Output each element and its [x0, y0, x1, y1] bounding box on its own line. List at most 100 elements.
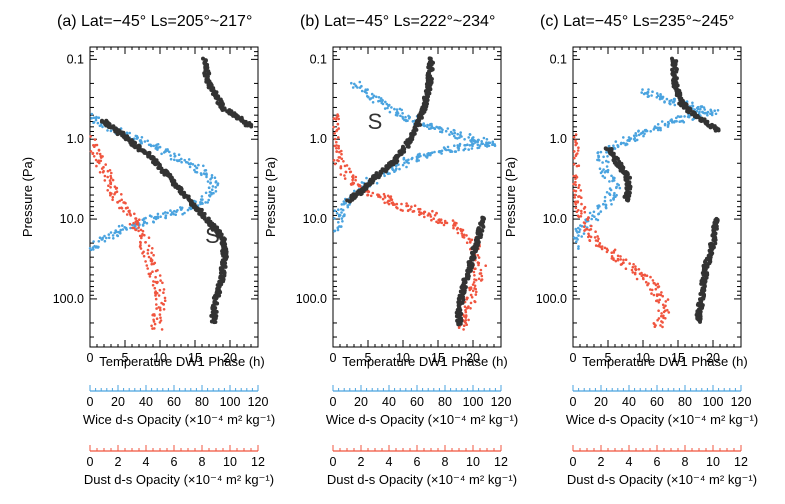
dust-point — [612, 258, 615, 262]
dust-point — [333, 144, 337, 148]
dust-point — [91, 151, 95, 155]
wice-point — [452, 134, 456, 138]
temperature-point — [704, 121, 709, 126]
wice-point — [456, 132, 460, 136]
wice-point — [341, 208, 345, 212]
wice-point — [603, 195, 607, 199]
wice-point — [472, 136, 475, 139]
wice-point — [686, 115, 690, 119]
y-tick-label: 1.0 — [310, 132, 327, 146]
wice-point — [666, 120, 670, 124]
x-tick-label: 10 — [636, 351, 650, 365]
dust-point — [477, 277, 481, 281]
annotation-label: S — [205, 223, 220, 248]
wice-axis-label: Wice d-s Opacity (×10⁻⁴ m² kg⁻¹) — [566, 412, 758, 427]
dust-opacity-axis: 0 2 4 6 8 10 12 Dust d-s Opacity (×10⁻⁴ m² kg⁻¹… — [84, 445, 274, 487]
wice-point — [599, 171, 603, 175]
temperature-point — [696, 115, 701, 120]
wice-point — [381, 99, 384, 103]
dust-point — [369, 194, 373, 198]
wice-point — [200, 195, 204, 198]
dust-point — [651, 279, 655, 282]
dust-point — [655, 299, 658, 303]
wice-point — [622, 141, 625, 145]
dust-point — [610, 251, 613, 254]
wice-point — [659, 128, 662, 132]
dust-point — [657, 317, 661, 320]
x-tick-label: 0 — [570, 351, 577, 365]
wice-point — [193, 168, 196, 172]
dust-point — [351, 181, 355, 184]
dust-point — [139, 228, 143, 232]
wice-point — [590, 217, 593, 221]
wice-point — [620, 141, 623, 145]
wice-point — [109, 231, 113, 234]
wice-point — [478, 144, 482, 147]
wice-point — [597, 212, 600, 216]
wice-point — [480, 142, 484, 145]
dust-point — [662, 314, 665, 318]
dust-axis-tick-label: 4 — [386, 455, 393, 469]
wice-point — [577, 234, 580, 237]
wice-point — [371, 96, 375, 99]
wice-point — [358, 86, 362, 89]
wice-point — [472, 139, 476, 142]
dust-point — [354, 178, 357, 182]
wice-point — [660, 120, 664, 123]
x-tick-label: 15 — [431, 351, 445, 365]
dust-point — [628, 262, 631, 265]
temperature-point — [627, 193, 632, 198]
wice-point — [342, 215, 345, 218]
dust-point — [405, 202, 408, 205]
dust-point — [428, 213, 432, 216]
dust-point — [143, 233, 146, 237]
dust-point — [337, 144, 341, 148]
dust-point — [125, 213, 129, 216]
dust-point — [654, 287, 658, 291]
dust-point — [93, 138, 97, 141]
wice-point — [618, 186, 622, 190]
temperature-point — [405, 144, 410, 149]
dust-point — [637, 268, 641, 271]
wice-point — [342, 200, 346, 203]
dust-point — [646, 283, 649, 287]
dust-point — [640, 271, 643, 275]
dust-point — [423, 215, 426, 219]
wice-point — [612, 197, 615, 200]
wice-point — [675, 116, 678, 120]
wice-point — [354, 84, 358, 87]
dust-point — [597, 237, 600, 241]
wice-point — [701, 110, 704, 114]
dust-point — [104, 163, 107, 166]
dust-point — [98, 171, 102, 174]
wice-point — [115, 234, 119, 237]
wice-point — [605, 165, 609, 168]
dust-point — [132, 226, 136, 230]
wice-point — [128, 131, 131, 135]
dust-point — [423, 210, 427, 214]
wice-point — [400, 108, 404, 112]
dust-axis-tick-label: 10 — [706, 455, 720, 469]
dust-point — [572, 163, 576, 166]
dust-point — [118, 199, 121, 203]
dust-point — [580, 209, 583, 213]
wice-point — [97, 116, 101, 119]
wice-point — [463, 138, 466, 141]
wice-point — [588, 211, 592, 215]
dust-point — [644, 280, 648, 284]
dust-point — [155, 307, 158, 310]
temperature-point — [479, 222, 484, 227]
dust-point — [657, 309, 660, 313]
y-tick-label: 100.0 — [296, 292, 327, 306]
dust-point — [473, 284, 477, 288]
wice-point — [598, 159, 601, 162]
wice-point — [643, 132, 646, 136]
temperature-point — [683, 105, 688, 110]
wice-point — [405, 159, 409, 163]
dust-point — [108, 169, 112, 172]
wice-point — [214, 186, 217, 189]
wice-point — [213, 176, 217, 179]
dust-point — [616, 258, 620, 262]
temperature-point — [211, 295, 216, 300]
x-tick-label: 0 — [87, 351, 94, 365]
